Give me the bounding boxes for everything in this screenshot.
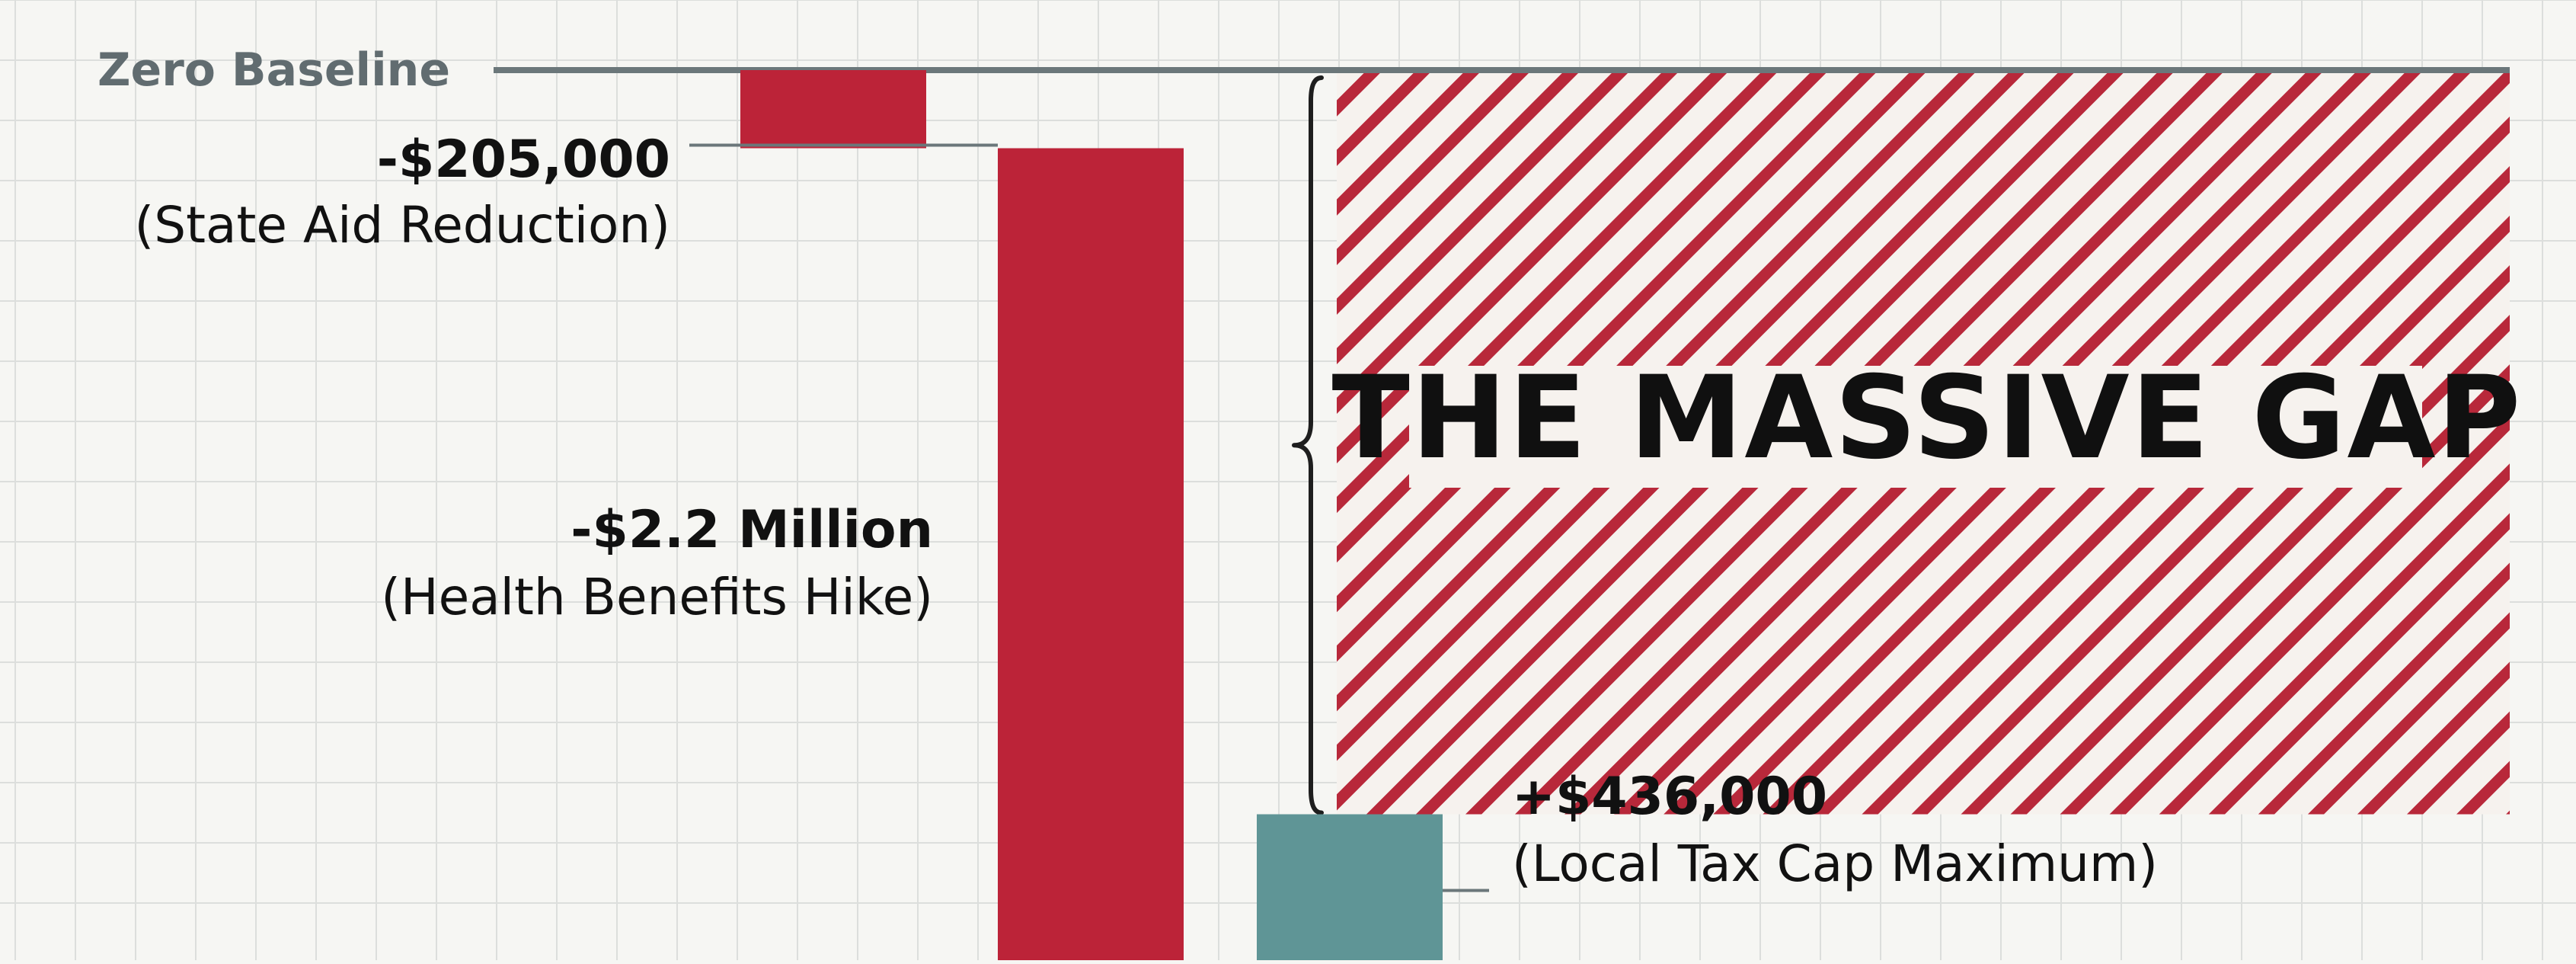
bar-state-aid-reduction: [740, 70, 926, 149]
data-label-description: (Health Benefits Hike): [381, 568, 933, 626]
gap-title-box: THE MASSIVE GAP: [1332, 352, 2523, 488]
bar-health-benefits-hike: [998, 148, 1184, 964]
gap-title: THE MASSIVE GAP: [1332, 352, 2523, 485]
gap-title-background: [1409, 366, 2422, 488]
bar-local-tax-cap-maximum: [1257, 814, 1443, 964]
data-label-value: +$436,000: [1512, 767, 1827, 827]
data-label-value: -$2.2 Million: [570, 500, 933, 560]
zero-baseline-label: Zero Baseline: [97, 43, 450, 97]
gap-bracket: [1292, 75, 1324, 815]
data-label-value: -$205,000: [377, 130, 670, 190]
data-label-description: (State Aid Reduction): [135, 196, 670, 255]
data-label-description: (Local Tax Cap Maximum): [1512, 834, 2158, 893]
